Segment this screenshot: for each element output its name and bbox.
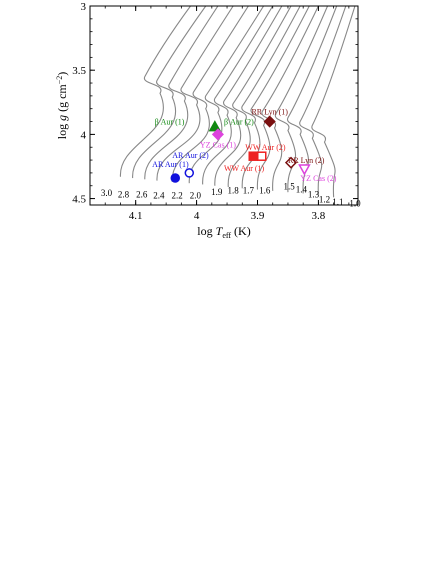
track-label-3.0: 3.0: [101, 188, 113, 198]
track-label-1.5: 1.5: [284, 182, 296, 192]
track-1.8: [214, 6, 283, 186]
track-label-1.1: 1.1: [332, 197, 343, 207]
marker--aur-1-: [208, 120, 222, 132]
y-axis-label-variable: g: [55, 115, 69, 121]
y-axis-label-unit: (g cm: [55, 84, 69, 115]
track-2.0: [188, 6, 265, 184]
track-label-1.0: 1.0: [349, 198, 361, 208]
track-2.6: [144, 6, 219, 180]
track-1.7: [227, 6, 292, 188]
star-markers: β Aur (1) β Aur (2) YZ Cas (1) RR Lyn (1) AR…: [152, 107, 337, 183]
y-tick-label: 4: [81, 129, 87, 141]
x-tick-label: 4: [194, 210, 200, 222]
y-tick-label: 3: [81, 1, 87, 13]
track-label-1.6: 1.6: [259, 186, 271, 196]
star-label--aur-2-: β Aur (2): [224, 118, 254, 127]
evolutionary-tracks: [119, 6, 356, 198]
y-axis-label-close: ): [55, 72, 69, 76]
star-label-rr-lyn-2-: RR Lyn (2): [288, 156, 325, 165]
x-axis-label-suffix: (K): [231, 224, 251, 238]
track-label-2.4: 2.4: [153, 191, 165, 201]
track-1.9: [202, 6, 274, 185]
track-label-2.2: 2.2: [171, 191, 182, 201]
track-label-1.3: 1.3: [308, 189, 320, 199]
star-label-ww-aur-2-: WW Aur (2): [245, 143, 286, 152]
marker-ar-aur-2-: [184, 168, 195, 178]
track-1.0: [311, 6, 356, 198]
track-1.1: [299, 6, 347, 195]
marker-rr-lyn-2-: [284, 156, 298, 169]
track-mass-labels: 3.0 2.8 2.6 2.4 2.2 2.0 1.9 1.8 1.7 1.6 1.5 1.41.31…: [101, 182, 361, 209]
track-label-2.0: 2.0: [190, 191, 202, 201]
y-axis-label-exponent: −2: [55, 76, 64, 85]
y-tick-label: 3.5: [72, 65, 86, 77]
star-label-ww-aur-1-: WW Aur (1): [224, 164, 265, 173]
track-label-2.6: 2.6: [136, 189, 148, 199]
track-label-1.2: 1.2: [319, 195, 330, 205]
star-label-yz-cas-2-: YZ Cas (2): [300, 174, 336, 183]
track-label-1.9: 1.9: [211, 187, 223, 197]
star-label-yz-cas-1-: YZ Cas (1): [200, 141, 236, 150]
marker-rr-lyn-1-: [263, 115, 276, 128]
x-axis-label-subscript: eff: [222, 231, 231, 240]
track-1.5: [250, 6, 310, 190]
track-2.2: [171, 6, 249, 182]
y-tick-label: 4.5: [72, 194, 86, 206]
star-label--aur-1-: β Aur (1): [155, 118, 185, 127]
x-tick-label: 3.8: [312, 210, 326, 222]
marker-ww-aur-1-: [248, 151, 258, 161]
track-label-1.8: 1.8: [228, 186, 240, 196]
track-label-1.4: 1.4: [296, 184, 308, 194]
x-tick-label: 3.9: [251, 210, 265, 222]
track-label-1.7: 1.7: [243, 186, 255, 196]
plot-frame: [89, 5, 359, 206]
x-axis-label-prefix: log: [197, 224, 215, 238]
y-axis-label-prefix: log: [55, 121, 69, 139]
star-label-ar-aur-2-: AR Aur (2): [172, 151, 209, 160]
x-axis-label: log Teff (K): [197, 224, 250, 240]
marker-ar-aur-1-: [170, 173, 181, 183]
marker-yz-cas-1-: [211, 128, 224, 141]
track-3.0: [119, 6, 191, 177]
marker-yz-cas-2-: [298, 164, 311, 176]
marker-ww-aur-2-: [257, 151, 267, 161]
track-label-2.8: 2.8: [118, 189, 130, 199]
x-tick-label: 4.1: [129, 210, 143, 222]
x-axis-label-variable: T: [216, 224, 224, 238]
track-2.8: [132, 6, 207, 179]
axis-ticks: 4.1 4 3.9 3.8 3 3.5 4 4.5: [72, 1, 358, 222]
star-label-rr-lyn-1-: RR Lyn (1): [251, 107, 288, 116]
y-axis-label: log g (g cm−2): [55, 72, 69, 140]
track-2.4: [156, 6, 234, 181]
star-label-ar-aur-1-: AR Aur (1): [152, 160, 189, 169]
